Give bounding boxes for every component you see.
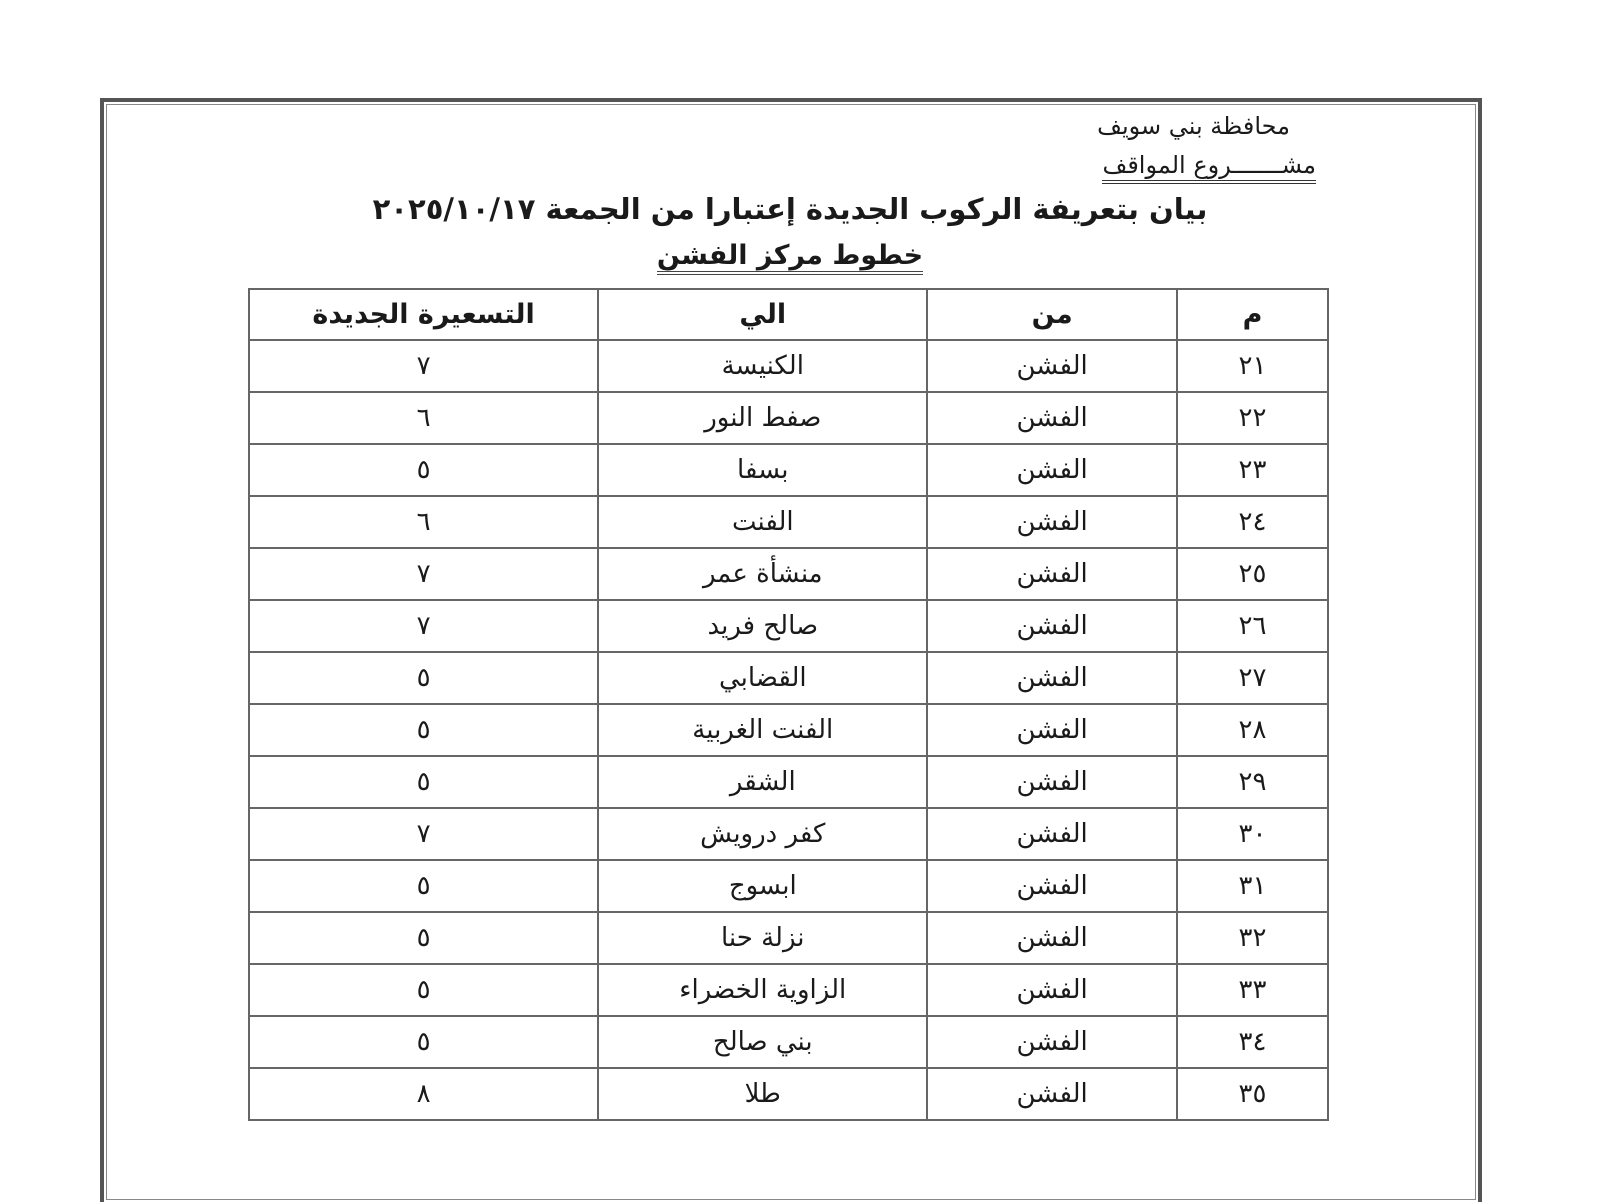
- fare-cell: ٥: [247, 859, 600, 913]
- row-number: ٣١: [1175, 859, 1330, 913]
- row-number: ٢٢: [1175, 391, 1330, 445]
- row-number: ٢٥: [1175, 547, 1330, 601]
- row-number: ٢٣: [1175, 443, 1330, 497]
- to-cell: الفنت: [597, 495, 929, 549]
- fare-cell: ٥: [247, 911, 600, 965]
- column-header-to: الي: [597, 288, 929, 341]
- from-cell: الفشن: [926, 807, 1178, 861]
- page-border: [100, 98, 1482, 1202]
- table-row: ٢٢ الفشن صفط النور ٦: [247, 391, 1330, 445]
- table-row: ٢٥ الفشن منشأة عمر ٧: [247, 547, 1330, 601]
- to-cell: الزاوية الخضراء: [597, 963, 929, 1017]
- row-number: ٢٩: [1175, 755, 1330, 809]
- subtitle-text: خطوط مركز الفشن: [656, 240, 924, 275]
- row-number: ٣٣: [1175, 963, 1330, 1017]
- to-cell: ابسوج: [597, 859, 929, 913]
- document-title: بيان بتعريفة الركوب الجديدة إعتبارا من ا…: [0, 192, 1600, 226]
- row-number: ٣٥: [1175, 1067, 1330, 1121]
- to-cell: طلا: [597, 1067, 929, 1121]
- to-cell: الكنيسة: [597, 339, 929, 393]
- to-cell: منشأة عمر: [597, 547, 929, 601]
- fare-cell: ٨: [247, 1067, 600, 1121]
- governorate-name: محافظة بني سويف: [1097, 112, 1290, 140]
- fare-cell: ٧: [247, 599, 600, 653]
- from-cell: الفشن: [926, 1015, 1178, 1069]
- to-cell: صالح فريد: [597, 599, 929, 653]
- from-cell: الفشن: [926, 703, 1178, 757]
- to-cell: كفر درويش: [597, 807, 929, 861]
- from-cell: الفشن: [926, 339, 1178, 393]
- table-row: ٣٤ الفشن بني صالح ٥: [247, 1015, 1330, 1069]
- fare-cell: ٧: [247, 339, 600, 393]
- column-header-new-fare: التسعيرة الجديدة: [247, 288, 600, 341]
- fare-cell: ٥: [247, 703, 600, 757]
- from-cell: الفشن: [926, 547, 1178, 601]
- table-row: ٢٣ الفشن بسفا ٥: [247, 443, 1330, 497]
- table-row: ٣٠ الفشن كفر درويش ٧: [247, 807, 1330, 861]
- to-cell: الشقر: [597, 755, 929, 809]
- table-row: ٢١ الفشن الكنيسة ٧: [247, 339, 1330, 393]
- from-cell: الفشن: [926, 963, 1178, 1017]
- table-row: ٢٦ الفشن صالح فريد ٧: [247, 599, 1330, 653]
- column-header-from: من: [926, 288, 1178, 341]
- table-row: ٢٤ الفشن الفنت ٦: [247, 495, 1330, 549]
- from-cell: الفشن: [926, 495, 1178, 549]
- table-row: ٣٥ الفشن طلا ٨: [247, 1067, 1330, 1121]
- to-cell: نزلة حنا: [597, 911, 929, 965]
- fare-cell: ٥: [247, 651, 600, 705]
- from-cell: الفشن: [926, 651, 1178, 705]
- row-number: ٣٢: [1175, 911, 1330, 965]
- fare-cell: ٧: [247, 807, 600, 861]
- from-cell: الفشن: [926, 599, 1178, 653]
- table-row: ٣١ الفشن ابسوج ٥: [247, 859, 1330, 913]
- to-cell: الفنت الغربية: [597, 703, 929, 757]
- table-row: ٢٨ الفشن الفنت الغربية ٥: [247, 703, 1330, 757]
- fare-table: م من الي التسعيرة الجديدة ٢١ الفشن الكنيسة…: [247, 288, 1330, 1121]
- from-cell: الفشن: [926, 755, 1178, 809]
- from-cell: الفشن: [926, 391, 1178, 445]
- to-cell: بني صالح: [597, 1015, 929, 1069]
- row-number: ٢٤: [1175, 495, 1330, 549]
- from-cell: الفشن: [926, 443, 1178, 497]
- column-header-number: م: [1175, 288, 1330, 341]
- from-cell: الفشن: [926, 1067, 1178, 1121]
- to-cell: صفط النور: [597, 391, 929, 445]
- table-row: ٢٩ الفشن الشقر ٥: [247, 755, 1330, 809]
- from-cell: الفشن: [926, 911, 1178, 965]
- fare-cell: ٥: [247, 755, 600, 809]
- from-cell: الفشن: [926, 859, 1178, 913]
- row-number: ٢٧: [1175, 651, 1330, 705]
- project-name: مشـــــــروع المواقف: [1102, 150, 1316, 184]
- fare-cell: ٧: [247, 547, 600, 601]
- row-number: ٢٨: [1175, 703, 1330, 757]
- row-number: ٣٤: [1175, 1015, 1330, 1069]
- fare-cell: ٦: [247, 391, 600, 445]
- title-text: بيان بتعريفة الركوب الجديدة إعتبارا من ا…: [372, 192, 1208, 226]
- table-row: ٣٢ الفشن نزلة حنا ٥: [247, 911, 1330, 965]
- row-number: ٢١: [1175, 339, 1330, 393]
- table-header-row: م من الي التسعيرة الجديدة: [247, 288, 1330, 341]
- fare-cell: ٦: [247, 495, 600, 549]
- fare-cell: ٥: [247, 443, 600, 497]
- table-row: ٢٧ الفشن القضابي ٥: [247, 651, 1330, 705]
- row-number: ٢٦: [1175, 599, 1330, 653]
- to-cell: بسفا: [597, 443, 929, 497]
- fare-cell: ٥: [247, 1015, 600, 1069]
- to-cell: القضابي: [597, 651, 929, 705]
- fare-cell: ٥: [247, 963, 600, 1017]
- table-row: ٣٣ الفشن الزاوية الخضراء ٥: [247, 963, 1330, 1017]
- document-subtitle: خطوط مركز الفشن: [0, 240, 1600, 275]
- row-number: ٣٠: [1175, 807, 1330, 861]
